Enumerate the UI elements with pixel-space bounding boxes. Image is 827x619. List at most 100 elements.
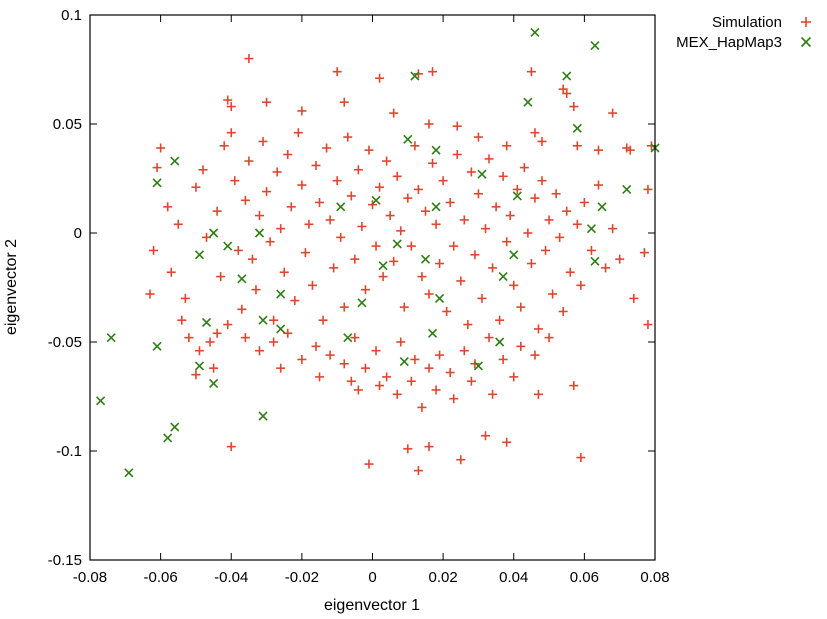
data-point-plus <box>516 341 526 351</box>
data-point-plus <box>410 141 420 151</box>
data-point-plus <box>198 165 208 175</box>
data-point-plus <box>396 337 406 347</box>
data-point-cross <box>336 202 346 212</box>
data-point-plus <box>530 350 540 360</box>
data-point-plus <box>403 193 413 203</box>
data-point-cross <box>590 256 600 266</box>
data-point-plus <box>322 143 332 153</box>
axis-ticks <box>89 14 656 561</box>
data-point-cross <box>201 317 212 327</box>
data-point-plus <box>502 141 512 151</box>
data-point-plus <box>488 263 498 273</box>
x-axis-label: eigenvector 1 <box>324 597 420 614</box>
data-point-plus <box>629 293 639 303</box>
data-point-plus <box>276 363 286 373</box>
data-point-plus <box>530 193 540 203</box>
data-point-plus <box>265 237 275 247</box>
data-point-plus <box>297 106 307 116</box>
data-point-plus <box>424 119 434 129</box>
data-point-plus <box>417 402 427 412</box>
data-point-cross <box>276 289 286 299</box>
data-point-plus <box>357 221 367 231</box>
data-point-plus <box>202 232 212 242</box>
y-tick-label: 0 <box>74 225 82 242</box>
data-point-plus <box>283 328 293 338</box>
data-point-plus <box>212 206 222 216</box>
data-point-plus <box>332 67 342 77</box>
data-point-plus <box>244 54 254 64</box>
data-point-plus <box>389 256 399 266</box>
series-mex-hapmap3 <box>96 27 660 478</box>
data-point-plus <box>502 237 512 247</box>
data-point-plus <box>505 211 515 221</box>
data-point-cross <box>276 324 286 334</box>
data-point-plus <box>392 389 402 399</box>
data-point-plus <box>449 241 459 251</box>
data-point-plus <box>339 359 349 369</box>
data-point-plus <box>413 184 423 194</box>
data-point-cross <box>431 202 441 212</box>
data-point-plus <box>537 136 547 146</box>
data-point-plus <box>297 180 307 190</box>
x-tick-label: 0.06 <box>570 569 599 586</box>
data-point-plus <box>410 354 420 364</box>
data-point-plus <box>346 191 356 201</box>
data-point-plus <box>209 363 219 373</box>
data-point-plus <box>449 394 459 404</box>
data-point-plus <box>509 280 519 290</box>
y-tick-label: -0.1 <box>56 443 82 460</box>
data-point-cross <box>170 156 180 166</box>
data-point-plus <box>194 346 204 356</box>
data-point-plus <box>435 350 445 360</box>
data-point-plus <box>286 202 296 212</box>
legend-marker-cross <box>800 36 812 48</box>
data-point-plus <box>325 215 335 225</box>
x-tick-label: 0.02 <box>429 569 458 586</box>
data-point-plus <box>262 187 272 197</box>
data-point-plus <box>297 354 307 364</box>
y-tick-label: -0.15 <box>48 552 82 569</box>
data-point-cross <box>622 184 632 194</box>
data-point-plus <box>544 215 554 225</box>
data-point-plus <box>431 385 441 395</box>
data-point-plus <box>608 224 618 234</box>
data-point-cross <box>223 241 233 251</box>
data-point-plus <box>424 363 434 373</box>
data-point-cross <box>106 333 116 343</box>
data-point-plus <box>488 389 498 399</box>
data-point-plus <box>551 189 561 199</box>
data-point-plus <box>512 184 522 194</box>
data-point-plus <box>389 108 399 118</box>
data-point-plus <box>336 232 346 242</box>
tick-labels: -0.08 -0.06 -0.04 -0.02 0 0.02 0.04 0.06 0.08 0.1… <box>48 7 670 586</box>
data-point-plus <box>456 276 466 286</box>
data-point-plus <box>413 466 423 476</box>
x-tick-label: 0 <box>368 569 376 586</box>
data-point-plus <box>594 145 603 155</box>
data-point-plus <box>502 437 512 447</box>
data-point-plus <box>226 128 236 138</box>
data-point-plus <box>445 368 455 378</box>
data-point-plus <box>558 306 568 316</box>
data-point-plus <box>555 232 565 242</box>
data-point-plus <box>435 259 445 269</box>
data-point-plus <box>516 302 526 312</box>
y-axis-label: eigenvector 2 <box>3 239 20 335</box>
data-point-plus <box>375 73 385 83</box>
data-point-plus <box>346 376 356 386</box>
data-point-plus <box>269 315 279 325</box>
data-point-plus <box>364 459 374 469</box>
data-point-plus <box>498 354 508 364</box>
data-point-plus <box>491 202 501 212</box>
data-point-plus <box>237 304 247 314</box>
data-point-plus <box>375 381 385 391</box>
data-point-plus <box>594 180 603 190</box>
data-point-plus <box>420 206 430 216</box>
data-point-plus <box>315 197 325 207</box>
data-point-cross <box>378 261 388 271</box>
data-point-plus <box>173 219 183 229</box>
data-point-plus <box>360 285 370 295</box>
data-point-cross <box>194 361 205 371</box>
data-point-cross <box>258 411 268 421</box>
